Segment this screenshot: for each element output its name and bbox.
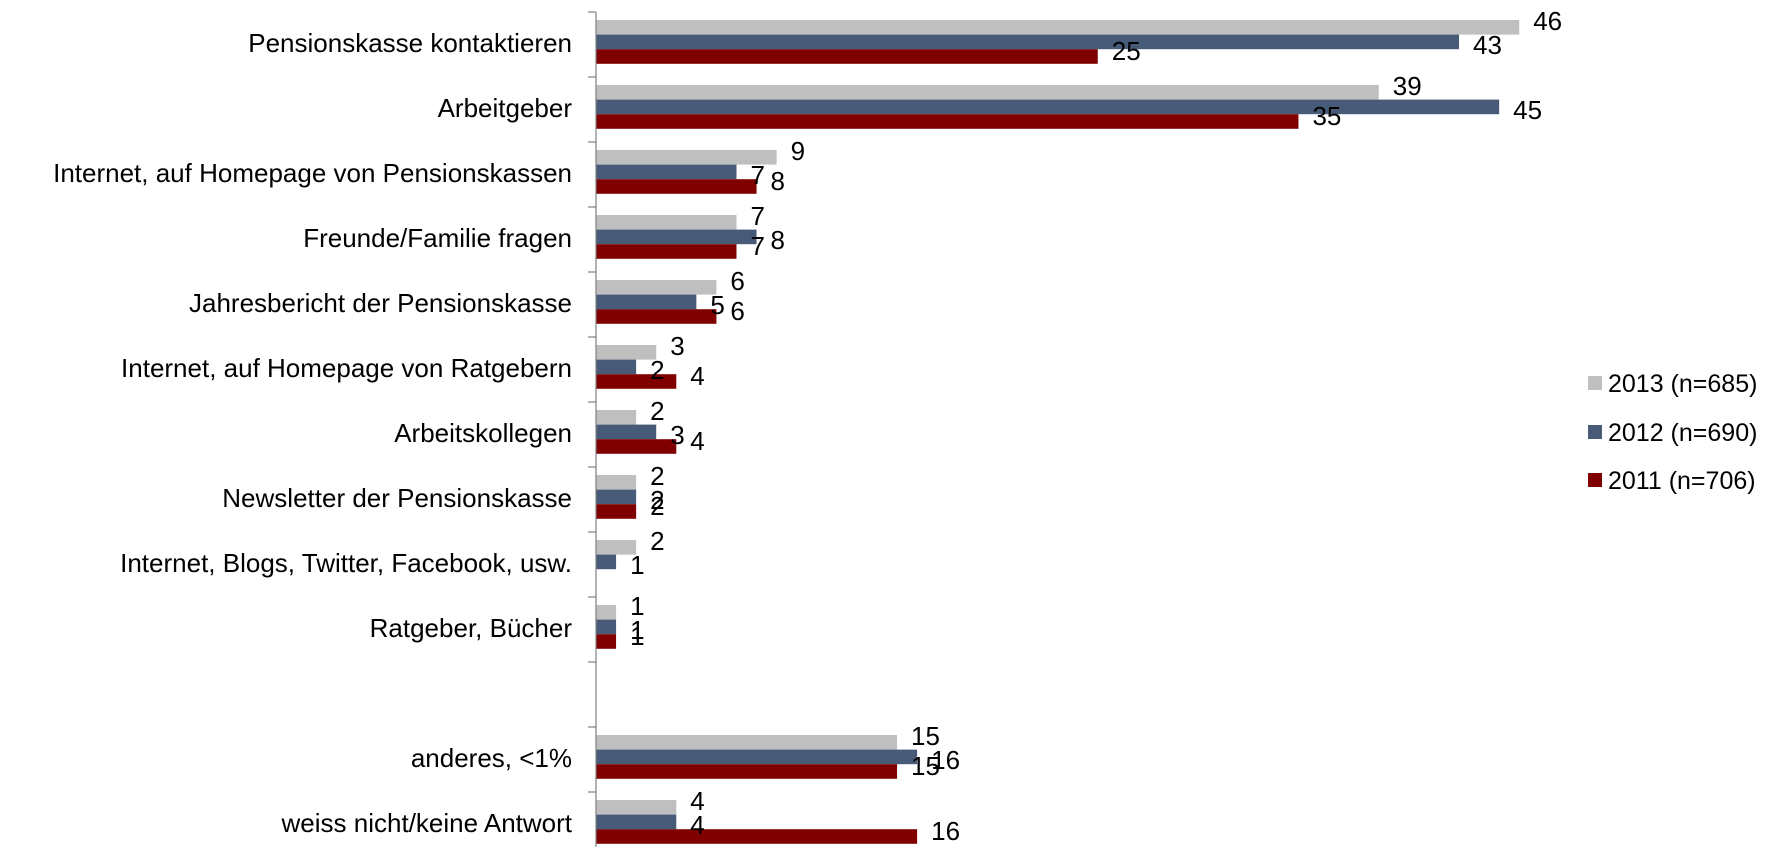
value-label-2013-n-685-pensionskasse-kontaktieren: 46 xyxy=(1533,6,1562,36)
value-label-2012-n-690-newsletter-der-pensionskasse: 2 xyxy=(650,485,664,515)
bars-group xyxy=(596,20,1520,844)
bar-2012-n-690-ratgeber-b-cher xyxy=(596,619,617,635)
value-label-2013-n-685-internet-auf-homepage-von-pensionskassen: 9 xyxy=(791,136,805,166)
value-label-2012-n-690-ratgeber-b-cher: 1 xyxy=(630,615,644,645)
category-label-arbeitskollegen: Arbeitskollegen xyxy=(394,418,572,448)
value-label-2013-n-685-newsletter-der-pensionskasse: 2 xyxy=(650,461,664,491)
bar-2011-n-706-internet-auf-homepage-von-ratgebern xyxy=(596,374,677,389)
value-label-2011-n-706-jahresbericht-der-pensionskasse: 6 xyxy=(730,296,744,326)
bar-2013-n-685-newsletter-der-pensionskasse xyxy=(596,475,637,490)
value-label-2013-n-685-ratgeber-b-cher: 1 xyxy=(630,591,644,621)
value-label-2013-n-685-arbeitgeber: 39 xyxy=(1393,71,1422,101)
bar-2013-n-685-jahresbericht-der-pensionskasse xyxy=(596,280,717,295)
bar-2011-n-706-internet-auf-homepage-von-pensionskassen xyxy=(596,179,757,194)
category-label-arbeitgeber: Arbeitgeber xyxy=(438,93,573,123)
value-label-2011-n-706-internet-auf-homepage-von-pensionskassen: 8 xyxy=(771,166,785,196)
bar-2012-n-690-freunde-familie-fragen xyxy=(596,229,757,245)
legend-label-2012-n-690: 2012 (n=690) xyxy=(1608,419,1757,447)
value-label-2011-n-706-weiss-nicht-keine-antwort: 16 xyxy=(931,816,960,846)
legend-label-2011-n-706: 2011 (n=706) xyxy=(1608,467,1756,495)
bar-2013-n-685-ratgeber-b-cher xyxy=(596,605,617,620)
bar-2012-n-690-weiss-nicht-keine-antwort xyxy=(596,814,677,830)
category-label-internet-auf-homepage-von-pensionskassen: Internet, auf Homepage von Pensionskasse… xyxy=(53,158,572,188)
value-label-2013-n-685-anderes-1: 15 xyxy=(911,721,940,751)
bar-2011-n-706-arbeitskollegen xyxy=(596,439,677,454)
category-label-anderes-1: anderes, <1% xyxy=(411,743,572,773)
bar-2013-n-685-freunde-familie-fragen xyxy=(596,215,737,230)
bar-2012-n-690-newsletter-der-pensionskasse xyxy=(596,489,637,505)
value-label-2012-n-690-anderes-1: 16 xyxy=(931,745,960,775)
legend: 2013 (n=685) 2012 (n=690) 2011 (n=706) xyxy=(1588,370,1757,495)
value-label-2011-n-706-freunde-familie-fragen: 7 xyxy=(750,231,764,261)
bar-2013-n-685-internet-auf-homepage-von-pensionskassen xyxy=(596,150,777,165)
value-label-2013-n-685-weiss-nicht-keine-antwort: 4 xyxy=(690,786,704,816)
y-axis xyxy=(588,11,597,847)
value-label-2012-n-690-freunde-familie-fragen: 8 xyxy=(771,225,785,255)
category-label-weiss-nicht-keine-antwort: weiss nicht/keine Antwort xyxy=(281,808,573,838)
value-label-2012-n-690-internet-auf-homepage-von-pensionskassen: 7 xyxy=(750,160,764,190)
bar-2012-n-690-jahresbericht-der-pensionskasse xyxy=(596,294,697,310)
value-label-2011-n-706-internet-auf-homepage-von-ratgebern: 4 xyxy=(690,361,704,391)
category-label-freunde-familie-fragen: Freunde/Familie fragen xyxy=(303,223,572,253)
bar-2012-n-690-internet-blogs-twitter-facebook-usw xyxy=(596,554,617,570)
value-label-2011-n-706-newsletter-der-pensionskasse: 2 xyxy=(650,491,664,521)
value-label-2013-n-685-freunde-familie-fragen: 7 xyxy=(750,201,764,231)
legend-label-2013-n-685: 2013 (n=685) xyxy=(1608,370,1757,398)
value-label-2011-n-706-arbeitgeber: 35 xyxy=(1312,101,1341,131)
value-label-2012-n-690-weiss-nicht-keine-antwort: 4 xyxy=(690,810,704,840)
bar-2011-n-706-anderes-1 xyxy=(596,764,898,779)
value-label-2013-n-685-internet-auf-homepage-von-ratgebern: 3 xyxy=(670,331,684,361)
value-label-2012-n-690-pensionskasse-kontaktieren: 43 xyxy=(1473,30,1502,60)
category-labels-group: Pensionskasse kontaktieren Arbeitgeber Int… xyxy=(53,28,573,838)
value-label-2012-n-690-internet-auf-homepage-von-ratgebern: 2 xyxy=(650,355,664,385)
value-label-2012-n-690-arbeitskollegen: 3 xyxy=(670,420,684,450)
bar-2011-n-706-freunde-familie-fragen xyxy=(596,244,737,259)
bar-2013-n-685-arbeitskollegen xyxy=(596,410,637,425)
category-label-ratgeber-b-cher: Ratgeber, Bücher xyxy=(370,613,573,643)
legend-swatch-2012-n-690 xyxy=(1588,425,1602,439)
bar-2012-n-690-pensionskasse-kontaktieren xyxy=(596,34,1460,50)
value-label-2011-n-706-anderes-1: 15 xyxy=(911,751,940,781)
value-label-2012-n-690-internet-blogs-twitter-facebook-usw: 1 xyxy=(630,550,644,580)
bar-2011-n-706-newsletter-der-pensionskasse xyxy=(596,504,637,519)
bar-2012-n-690-internet-auf-homepage-von-pensionskassen xyxy=(596,164,737,180)
value-label-2012-n-690-jahresbericht-der-pensionskasse: 5 xyxy=(710,290,724,320)
bar-2012-n-690-internet-auf-homepage-von-ratgebern xyxy=(596,359,637,375)
legend-swatch-2013-n-685 xyxy=(1588,376,1602,390)
bar-2013-n-685-pensionskasse-kontaktieren xyxy=(596,20,1520,35)
value-label-2013-n-685-internet-blogs-twitter-facebook-usw: 2 xyxy=(650,526,664,556)
bar-2013-n-685-internet-blogs-twitter-facebook-usw xyxy=(596,540,637,555)
value-label-2012-n-690-arbeitgeber: 45 xyxy=(1513,95,1542,125)
bar-2011-n-706-weiss-nicht-keine-antwort xyxy=(596,829,918,844)
bar-2013-n-685-arbeitgeber xyxy=(596,85,1379,100)
bar-2013-n-685-internet-auf-homepage-von-ratgebern xyxy=(596,345,657,360)
bar-2011-n-706-arbeitgeber xyxy=(596,114,1299,129)
category-label-jahresbericht-der-pensionskasse: Jahresbericht der Pensionskasse xyxy=(189,288,572,318)
bar-2011-n-706-pensionskasse-kontaktieren xyxy=(596,49,1098,64)
bar-2012-n-690-arbeitskollegen xyxy=(596,424,657,440)
bar-2012-n-690-arbeitgeber xyxy=(596,99,1500,115)
legend-swatch-2011-n-706 xyxy=(1588,473,1602,487)
value-label-2011-n-706-ratgeber-b-cher: 1 xyxy=(630,621,644,651)
bar-2013-n-685-weiss-nicht-keine-antwort xyxy=(596,800,677,815)
category-label-internet-blogs-twitter-facebook-usw: Internet, Blogs, Twitter, Facebook, usw. xyxy=(120,548,572,578)
value-label-2011-n-706-arbeitskollegen: 4 xyxy=(690,426,704,456)
bar-2012-n-690-anderes-1 xyxy=(596,749,918,765)
value-label-2013-n-685-jahresbericht-der-pensionskasse: 6 xyxy=(730,266,744,296)
category-label-newsletter-der-pensionskasse: Newsletter der Pensionskasse xyxy=(222,483,572,513)
category-label-internet-auf-homepage-von-ratgebern: Internet, auf Homepage von Ratgebern xyxy=(121,353,572,383)
value-label-2013-n-685-arbeitskollegen: 2 xyxy=(650,396,664,426)
bar-2013-n-685-anderes-1 xyxy=(596,735,898,750)
bar-2011-n-706-jahresbericht-der-pensionskasse xyxy=(596,309,717,324)
bar-2011-n-706-ratgeber-b-cher xyxy=(596,634,617,649)
category-label-pensionskasse-kontaktieren: Pensionskasse kontaktieren xyxy=(248,28,572,58)
value-label-2011-n-706-pensionskasse-kontaktieren: 25 xyxy=(1112,36,1141,66)
